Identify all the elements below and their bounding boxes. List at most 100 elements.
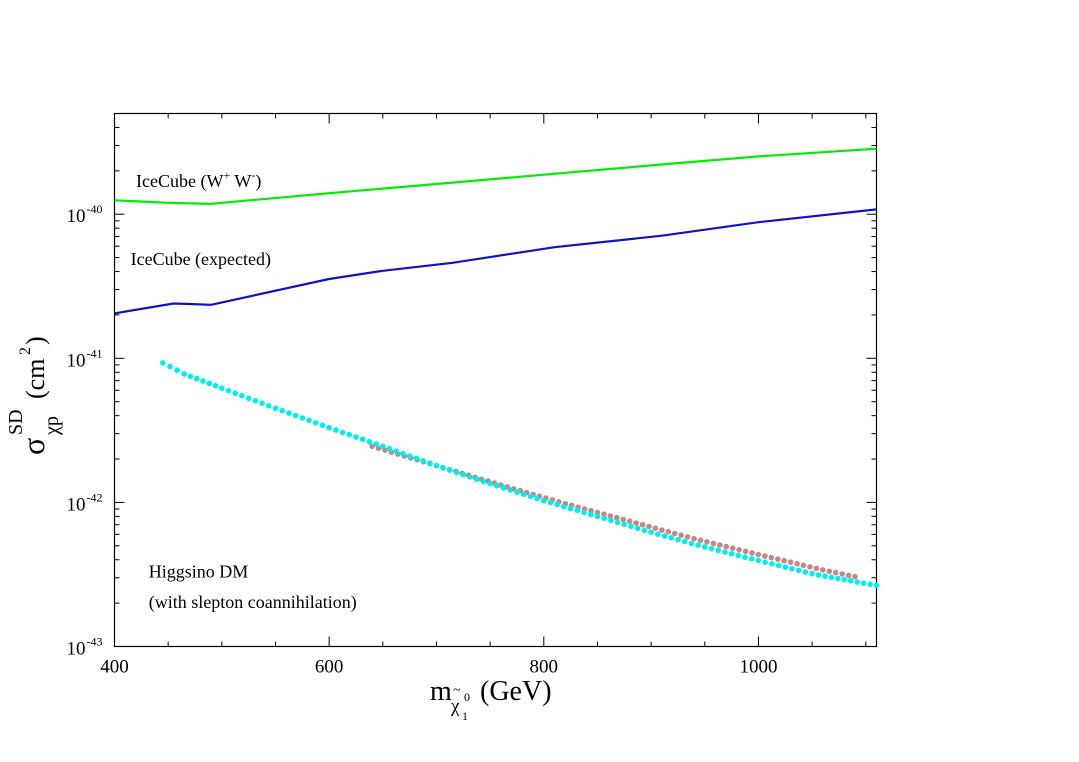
scatter-point	[614, 514, 620, 521]
scatter-point	[346, 431, 353, 438]
x-axis-label-unit: (GeV)	[480, 676, 552, 707]
scatter-point	[181, 371, 188, 377]
scatter-point	[567, 505, 574, 512]
scatter-point	[194, 375, 200, 382]
scatter-point	[794, 560, 800, 567]
scatter-point	[527, 493, 534, 500]
annotation-superscript: +	[223, 168, 230, 182]
scatter-point	[762, 559, 768, 565]
scatter-point	[845, 572, 852, 579]
y-tick-label: 10	[67, 350, 86, 371]
scatter-point	[659, 527, 665, 533]
scatter-point	[420, 458, 426, 464]
scatter-point	[826, 568, 833, 575]
scatter-point	[822, 573, 828, 579]
scatter-point	[480, 478, 487, 485]
scatter-point	[646, 523, 652, 530]
annotation-layer: IceCube (W+ W-) IceCube (expected) Higgsin…	[131, 168, 357, 613]
y-tick-label-exponent: -43	[87, 635, 103, 649]
scatter-point	[809, 570, 815, 577]
scatter-point	[781, 557, 787, 564]
x-tick-label: 1000	[739, 657, 777, 678]
scatter-point	[800, 562, 807, 569]
annotation-1: IceCube (expected)	[131, 249, 271, 270]
scatter-point	[634, 525, 641, 532]
scatter-point	[339, 429, 346, 436]
x-axis-label: m	[430, 676, 452, 707]
annotation-superscript: -	[251, 168, 255, 182]
scatter-point	[386, 445, 393, 452]
scatter-point	[768, 554, 775, 561]
annotation-0: IceCube (W+ W-)	[136, 168, 261, 192]
scatter-point	[787, 559, 794, 565]
scatter-point	[608, 517, 614, 524]
x-tick-label: 400	[100, 657, 129, 678]
x-axis-label-subscript-superscript: 0	[464, 690, 470, 704]
scatter-point	[400, 450, 406, 457]
x-tick-label: 800	[530, 657, 559, 678]
y-tick-label: 10	[67, 494, 86, 515]
y-axis-label-unit-superscript: 2	[17, 347, 34, 355]
scatter-point	[717, 542, 723, 548]
scatter-point	[704, 539, 710, 545]
scatter-point	[873, 582, 880, 589]
scatter-point	[259, 400, 265, 407]
y-axis-label-sigma: σ	[15, 438, 51, 455]
y-axis-label-unit-close: )	[21, 336, 50, 345]
scatter-point	[299, 415, 306, 421]
scatter-point	[219, 385, 225, 392]
scatter-point	[841, 576, 848, 583]
scatter-point	[641, 527, 648, 534]
scatter-point	[789, 566, 795, 572]
scatter-point	[652, 525, 659, 531]
y-axis-label: σ SD χp (cm 2 )	[5, 336, 63, 455]
y-tick-label-exponent: -42	[87, 490, 103, 504]
scatter-point	[782, 564, 789, 570]
y-tick-label-exponent: -40	[87, 202, 103, 216]
scatter-point	[541, 497, 547, 504]
scatter-point	[252, 398, 259, 404]
scatter-point	[494, 482, 500, 489]
annotation-text: (with slepton coannihilation)	[149, 592, 357, 613]
scatter-point	[795, 567, 802, 574]
scatter-point	[735, 552, 742, 559]
scatter-point	[769, 561, 775, 567]
scatter-point	[433, 462, 440, 469]
scatter-point	[710, 540, 717, 547]
scatter-point	[755, 557, 762, 564]
scatter-point	[748, 556, 755, 562]
series-line	[114, 147, 877, 206]
scatter-point	[406, 453, 413, 459]
scatter-point	[292, 412, 299, 419]
series-layer	[114, 147, 880, 589]
scatter-point	[413, 455, 420, 462]
scatter-point	[832, 569, 839, 576]
y-axis-label-subscript: χp	[41, 416, 63, 436]
scatter-point	[245, 395, 252, 402]
scatter-point	[729, 545, 736, 551]
scatter-point	[601, 515, 607, 522]
scatter-point	[581, 509, 587, 516]
scatter-point	[762, 553, 768, 559]
scatter-point	[427, 460, 433, 467]
scatter-point	[286, 410, 292, 416]
scatter-point	[715, 547, 721, 554]
scatter-point	[206, 380, 213, 387]
scatter-point	[588, 511, 594, 518]
scatter-point	[684, 534, 691, 540]
scatter-point	[742, 548, 749, 555]
scatter-point	[813, 565, 820, 572]
scatter-point	[820, 567, 826, 573]
scatter-point	[554, 501, 560, 508]
scatter-point	[728, 551, 735, 557]
scatter-point	[614, 519, 621, 526]
scatter-point	[847, 578, 854, 584]
scatter-point	[661, 533, 668, 539]
scatter-point	[167, 363, 173, 370]
scatter-point	[775, 556, 781, 562]
scatter-point	[225, 387, 232, 394]
scatter-point	[742, 554, 748, 560]
scatter-point	[212, 383, 219, 389]
scatter-point	[688, 540, 695, 547]
